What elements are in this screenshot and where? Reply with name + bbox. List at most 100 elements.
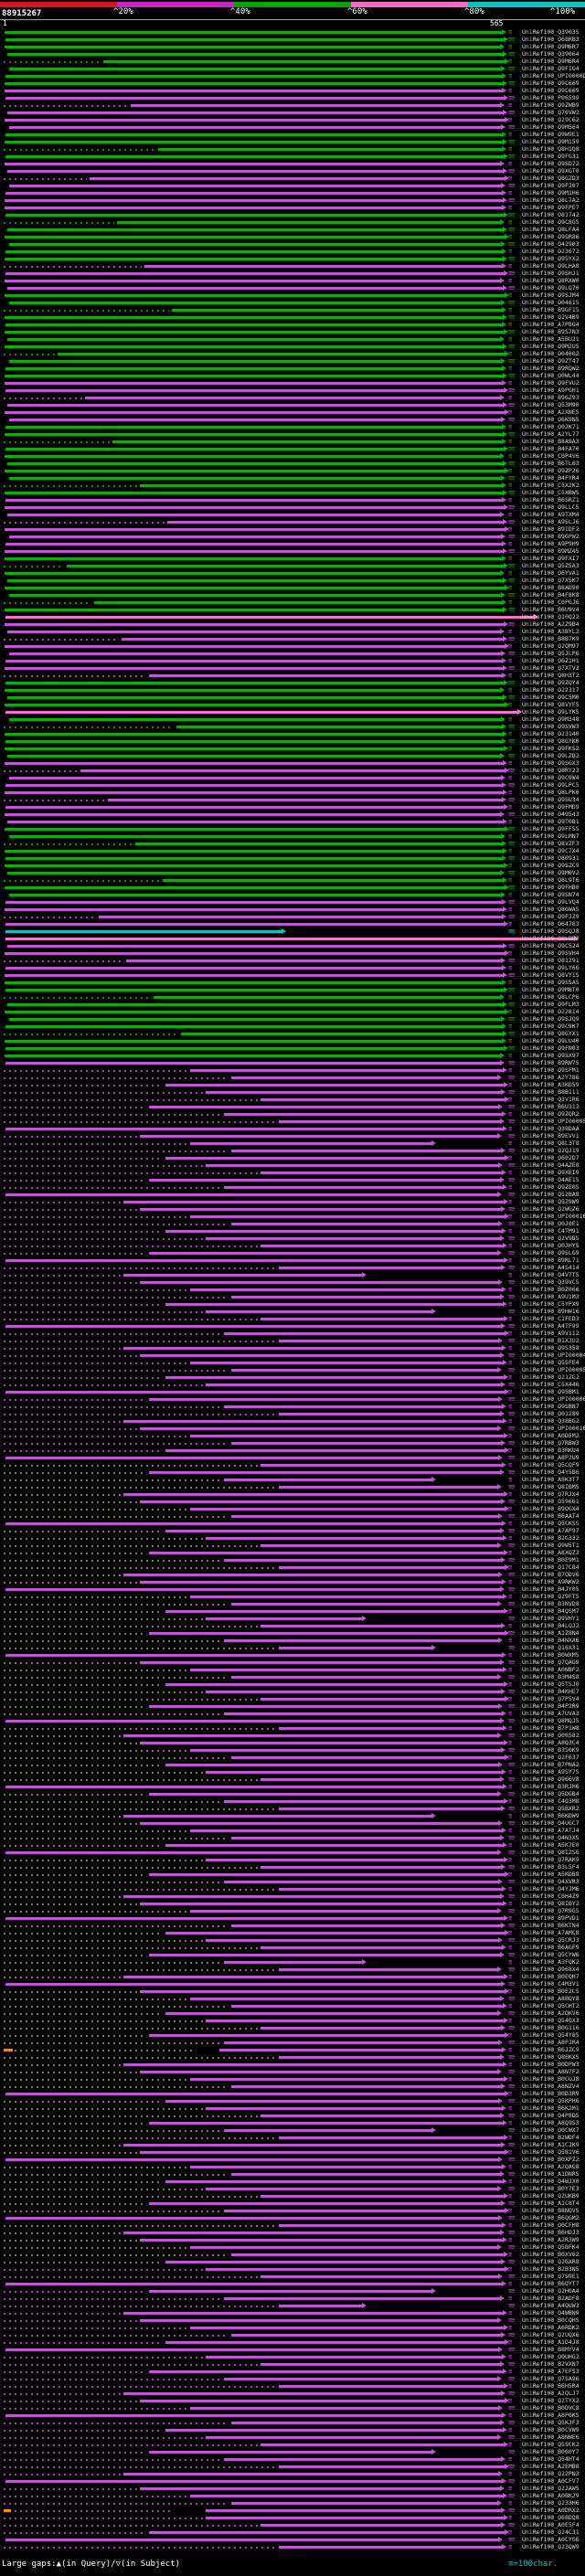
subject-label[interactable]: UniRef100_B9GPW2 — [522, 533, 580, 540]
subject-label[interactable]: UniRef100_Q9ZWB9 — [522, 101, 580, 109]
subject-label[interactable]: UniRef100_Q7RJX4 — [522, 1490, 580, 1498]
hit-bar[interactable] — [224, 2041, 498, 2044]
subject-label[interactable]: UniRef100_UPI000059.. — [522, 1366, 585, 1373]
hit-bar[interactable] — [224, 1639, 498, 1642]
subject-label[interactable]: UniRef100_B4JY05 — [522, 1585, 580, 1593]
hit-bar[interactable] — [231, 2334, 501, 2337]
hit-bar[interactable] — [123, 2144, 501, 2147]
hit-bar[interactable] — [261, 1625, 501, 1627]
hit-bar[interactable] — [206, 1617, 362, 1620]
subject-label[interactable]: UniRef100_Q9SQJ8 — [522, 928, 580, 935]
subject-label[interactable]: UniRef100_Q9SSA5 — [522, 979, 580, 986]
subject-label[interactable]: UniRef100_Q9LHA8 — [522, 262, 580, 270]
hit-bar[interactable] — [149, 2451, 431, 2454]
subject-label[interactable]: UniRef100_A4QUW3 — [522, 2302, 580, 2309]
hit-bar[interactable] — [7, 404, 503, 407]
subject-label[interactable]: UniRef100_Q9FXI7 — [522, 555, 580, 562]
subject-label[interactable]: UniRef100_B3RKU4 — [522, 1447, 580, 1454]
hit-bar[interactable] — [140, 484, 502, 487]
subject-label[interactable]: UniRef100_Q9M2U5 — [522, 343, 580, 350]
subject-label[interactable]: UniRef100_Q9C8G5 — [522, 218, 580, 226]
hit-bar[interactable] — [140, 1742, 504, 1744]
subject-label[interactable]: UniRef100_A8P2U9 — [522, 1454, 580, 1461]
subject-label[interactable]: UniRef100_A0E5F4 — [522, 2521, 580, 2528]
hit-bar[interactable] — [7, 872, 500, 875]
hit-bar[interactable] — [9, 185, 501, 187]
subject-label[interactable]: UniRef100_Q8I2S6 — [522, 1849, 580, 1856]
hit-bar[interactable] — [165, 2341, 505, 2344]
subject-label[interactable]: UniRef100_B2ADF8 — [522, 2295, 580, 2302]
subject-label[interactable]: UniRef100_B6U9V4 — [522, 606, 580, 613]
subject-label[interactable]: UniRef100_Q2QJ19 — [522, 1147, 580, 1154]
subject-label[interactable]: UniRef100_Q9T0B1 — [522, 818, 580, 825]
subject-label[interactable]: UniRef100_Q39DAA — [522, 1125, 580, 1132]
hit-bar[interactable] — [231, 1442, 501, 1445]
hit-bar[interactable] — [123, 1895, 500, 1898]
hit-bar[interactable] — [131, 104, 500, 107]
hit-bar[interactable] — [7, 111, 503, 114]
hit-bar[interactable] — [140, 1990, 505, 1993]
subject-label[interactable]: UniRef100_Q55CK2 — [522, 2441, 580, 2448]
subject-label[interactable]: UniRef100_Q9LYK5 — [522, 708, 580, 716]
hit-bar[interactable] — [123, 2231, 500, 2234]
subject-label[interactable]: UniRef100_Q7XSK7 — [522, 577, 580, 584]
subject-label[interactable]: UniRef100_Q9C7X4 — [522, 847, 580, 854]
subject-label[interactable]: UniRef100_Q5Z5A3 — [522, 562, 580, 569]
subject-label[interactable]: UniRef100_A2R3W9 — [522, 2236, 580, 2243]
hit-bar[interactable] — [5, 609, 503, 611]
hit-bar[interactable] — [5, 2217, 498, 2220]
subject-label[interactable]: UniRef100_Q7RBW3 — [522, 1439, 580, 1447]
hit-bar[interactable] — [122, 638, 503, 641]
subject-label[interactable]: UniRef100_A9SY75 — [522, 1768, 580, 1776]
hit-bar[interactable] — [5, 981, 502, 984]
hit-bar[interactable] — [5, 704, 505, 706]
subject-label[interactable]: UniRef100_B0CVW9 — [522, 2426, 580, 2433]
subject-label[interactable]: UniRef100_A7AMC8 — [522, 1929, 580, 1936]
subject-label[interactable]: UniRef100_Q4WBN9 — [522, 2309, 580, 2316]
hit-bar[interactable] — [231, 1924, 501, 1927]
hit-bar[interactable] — [224, 1113, 502, 1116]
subject-label[interactable]: UniRef100_A0D5M2 — [522, 1432, 580, 1439]
hit-bar[interactable] — [165, 1376, 504, 1379]
subject-label[interactable]: UniRef100_Q602D7 — [522, 1154, 580, 1161]
hit-bar[interactable] — [5, 967, 502, 970]
subject-label[interactable]: UniRef100_B8NQV5 — [522, 2207, 580, 2214]
subject-label[interactable]: UniRef100_B7P1W8 — [522, 1724, 580, 1732]
subject-label[interactable]: UniRef100_Q9FMD9 — [522, 803, 580, 811]
hit-bar[interactable] — [149, 1793, 497, 1796]
hit-bar[interactable] — [5, 1259, 504, 1262]
hit-bar[interactable] — [5, 930, 282, 933]
hit-bar[interactable] — [206, 2356, 502, 2359]
subject-label[interactable]: UniRef100_Q9FKS2 — [522, 745, 580, 752]
hit-bar[interactable] — [9, 419, 501, 421]
hit-bar[interactable] — [140, 1903, 503, 1905]
hit-bar[interactable] — [5, 587, 505, 589]
hit-bar[interactable] — [206, 1771, 502, 1774]
subject-label[interactable]: UniRef100_A8NWE6 — [522, 2433, 580, 2441]
subject-label[interactable]: UniRef100_Q233H6 — [522, 2499, 580, 2507]
subject-label[interactable]: UniRef100_Q9SZC9 — [522, 862, 580, 869]
subject-label[interactable]: UniRef100_Q9C9K7 — [522, 1023, 580, 1030]
hit-bar[interactable] — [5, 1391, 505, 1394]
hit-bar[interactable] — [5, 543, 502, 546]
hit-bar[interactable] — [231, 2253, 504, 2256]
hit-bar[interactable] — [123, 1493, 504, 1496]
hit-bar[interactable] — [5, 908, 503, 911]
subject-label[interactable]: UniRef100_B6QYT7 — [522, 2280, 580, 2287]
hit-bar[interactable] — [5, 828, 505, 831]
subject-label[interactable]: UniRef100_Q9C9W4 — [522, 774, 580, 781]
hit-bar[interactable] — [165, 1303, 503, 1306]
hit-bar[interactable] — [190, 1595, 503, 1598]
hit-bar[interactable] — [5, 46, 500, 48]
hit-bar[interactable] — [123, 1274, 362, 1277]
subject-label[interactable]: UniRef100_B9QGX4 — [522, 1505, 580, 1512]
hit-bar[interactable] — [7, 1003, 503, 1006]
subject-label[interactable]: UniRef100_B0E9M1 — [522, 1556, 580, 1564]
hit-bar[interactable] — [5, 2480, 502, 2483]
subject-label[interactable]: UniRef100_B6H5R4 — [522, 2382, 580, 2390]
subject-label[interactable]: UniRef100_O23672 — [522, 248, 580, 255]
hit-bar[interactable] — [5, 645, 505, 648]
subject-label[interactable]: UniRef100_Q9SR86 — [522, 233, 580, 240]
subject-label[interactable]: UniRef100_A9P9H9 — [522, 540, 580, 547]
hit-bar[interactable] — [149, 2370, 503, 2373]
